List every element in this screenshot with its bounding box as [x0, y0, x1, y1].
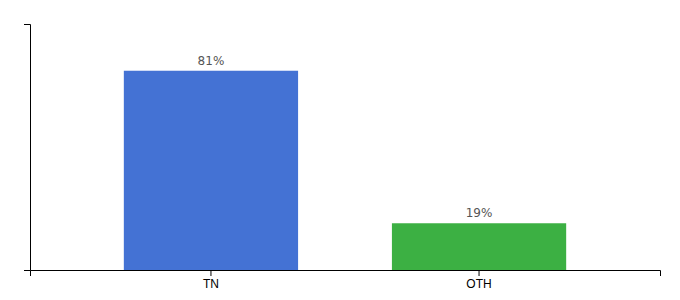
data-labels: 81% 19% [198, 54, 493, 221]
bar [124, 71, 298, 270]
chart: TN OTH 81% 19% [0, 0, 680, 300]
x-tick-label: OTH [466, 277, 491, 291]
y-axis [24, 25, 31, 271]
x-tick: OTH [466, 270, 491, 291]
x-tick-mark [210, 270, 211, 276]
x-tick-label: TN [203, 277, 219, 291]
x-axis-line [31, 271, 661, 277]
data-label: 19% [466, 206, 493, 220]
x-tick: TN [203, 270, 219, 291]
bars [124, 71, 566, 270]
plot: TN OTH 81% 19% [24, 25, 661, 291]
bar [392, 223, 566, 270]
x-axis: TN OTH [31, 270, 661, 291]
data-label: 81% [198, 54, 225, 68]
x-tick-mark [479, 270, 480, 276]
y-axis-line [24, 25, 31, 271]
